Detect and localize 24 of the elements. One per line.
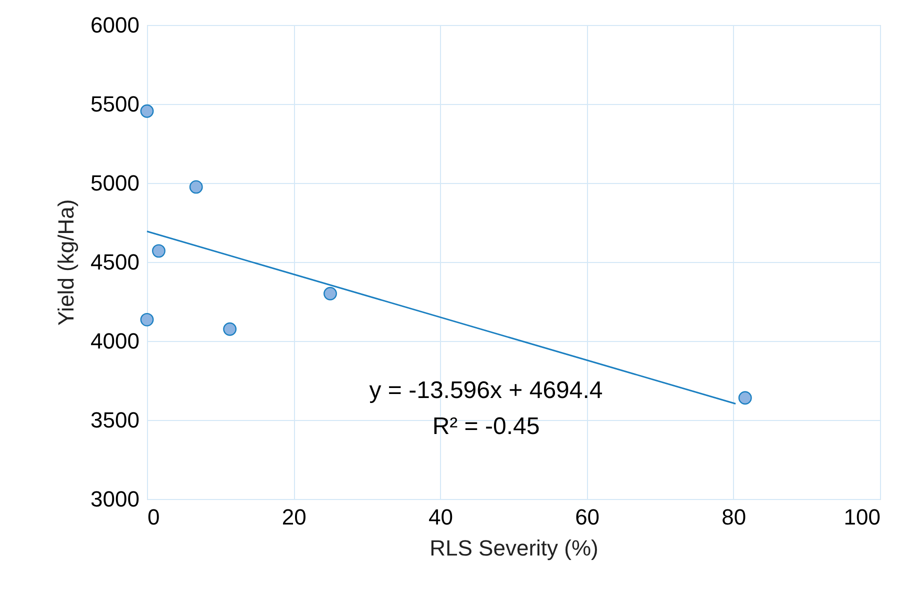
point [189,180,203,194]
y-tick-label: 5500 [90,92,140,116]
point [140,312,154,326]
annotation: y = -13.596x + 4694.4 [369,377,603,404]
point [152,244,166,258]
annotation: R² = -0.45 [432,413,540,440]
x-tick-label: 100 [844,504,880,530]
y-tick-label: 4500 [90,250,140,274]
x-tick-label: 40 [428,504,453,530]
y-tick-label: 5000 [90,170,140,196]
point [223,322,237,336]
y-tick-label: 6000 [90,12,140,38]
point [324,286,337,300]
y-tick-label: 3500 [90,408,140,432]
x-axis-title: RLS Severity (%) [430,536,598,560]
point [738,391,752,405]
point [140,104,154,118]
y-tick-label: 4000 [90,328,140,354]
x-tick-label: 60 [575,504,600,530]
x-tick-label: 20 [282,504,306,530]
x-tick-label: 80 [722,504,746,530]
y-tick-label: 3000 [90,486,140,512]
y-axis-title: Yield (kg/Ha) [54,199,79,326]
x-tick-label: 0 [148,504,160,530]
